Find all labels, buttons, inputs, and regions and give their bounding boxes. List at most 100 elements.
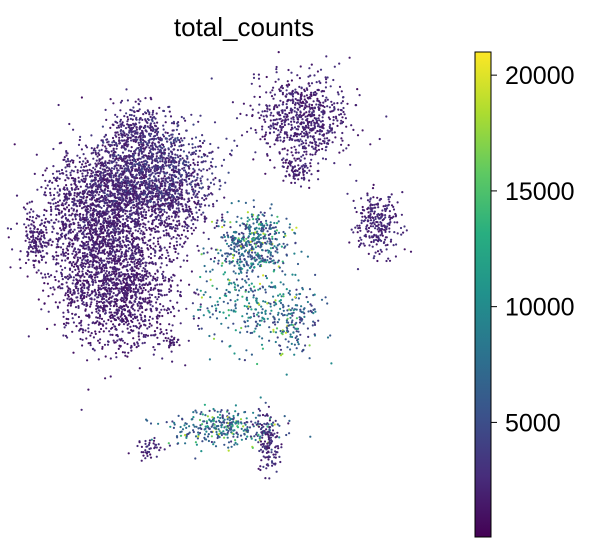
data-point [140,169,143,172]
data-point [154,117,157,120]
data-point [137,146,140,150]
data-point [98,200,101,204]
data-point [124,148,127,151]
data-point [106,241,109,244]
data-point [87,245,90,248]
data-point [209,142,212,146]
data-point [105,201,108,204]
data-point [82,153,85,156]
data-point [130,163,134,166]
data-point [97,358,100,361]
data-point [157,292,160,296]
data-point [139,132,142,135]
data-point [103,200,106,203]
data-point [155,155,158,158]
data-point [158,186,161,190]
data-point [114,211,117,214]
data-point [134,163,137,166]
data-point [115,278,118,281]
data-point [106,290,109,293]
data-point [203,215,206,218]
data-point [135,276,138,279]
data-point [26,202,29,205]
data-point [143,283,146,286]
data-point [109,245,112,248]
data-point [130,306,133,309]
data-point [148,296,151,299]
data-point [154,160,158,163]
data-point [96,235,99,238]
data-point [182,210,185,213]
data-point [120,282,123,285]
data-point [197,293,200,296]
data-point [64,193,67,196]
data-point [50,244,53,247]
data-point [119,198,122,202]
data-point [197,317,200,320]
data-point [154,225,157,228]
data-point [81,218,84,221]
data-point [137,154,140,157]
data-point [107,239,110,242]
data-point [195,149,198,152]
data-point [94,188,98,191]
data-point [173,244,176,247]
data-point [142,210,145,213]
data-point [100,148,103,151]
data-point [69,290,72,293]
data-point [143,167,146,170]
data-point [84,185,87,188]
data-point [126,327,129,330]
data-point [113,223,116,226]
data-point [139,100,142,103]
data-point [206,251,209,254]
data-point [110,238,113,241]
data-point [154,262,157,265]
data-point [178,160,181,163]
data-point [90,277,93,280]
data-point [137,267,140,270]
data-point [134,168,137,171]
data-point [110,242,113,245]
data-point [80,207,84,210]
data-point [59,287,62,290]
data-point [58,285,61,288]
data-point [89,214,92,217]
data-point [157,130,160,134]
data-point [79,327,82,330]
data-point [81,190,84,193]
data-point [172,307,175,310]
data-point [165,189,168,192]
data-point [101,189,104,192]
data-point [115,126,119,129]
data-point [160,208,164,211]
data-point [84,279,87,282]
data-point [24,239,27,242]
data-point [150,187,153,190]
data-point [118,268,121,271]
data-point [95,310,98,313]
data-point [124,225,127,228]
data-point [32,210,35,213]
data-point [64,214,67,217]
data-point [104,311,107,315]
data-point [88,294,91,297]
data-point [149,168,152,171]
data-point [120,176,123,179]
data-point [184,119,187,122]
data-point [105,193,109,196]
data-point [159,236,162,239]
data-point [161,294,164,297]
data-point [176,198,180,201]
data-point [200,156,203,159]
data-point [138,257,141,261]
data-point [105,118,108,121]
data-point [126,145,129,148]
data-point [162,270,165,273]
data-point [111,241,115,244]
data-point [174,186,177,189]
data-point [150,214,153,217]
data-point [176,301,179,304]
data-point [159,185,162,188]
data-point [130,146,133,149]
